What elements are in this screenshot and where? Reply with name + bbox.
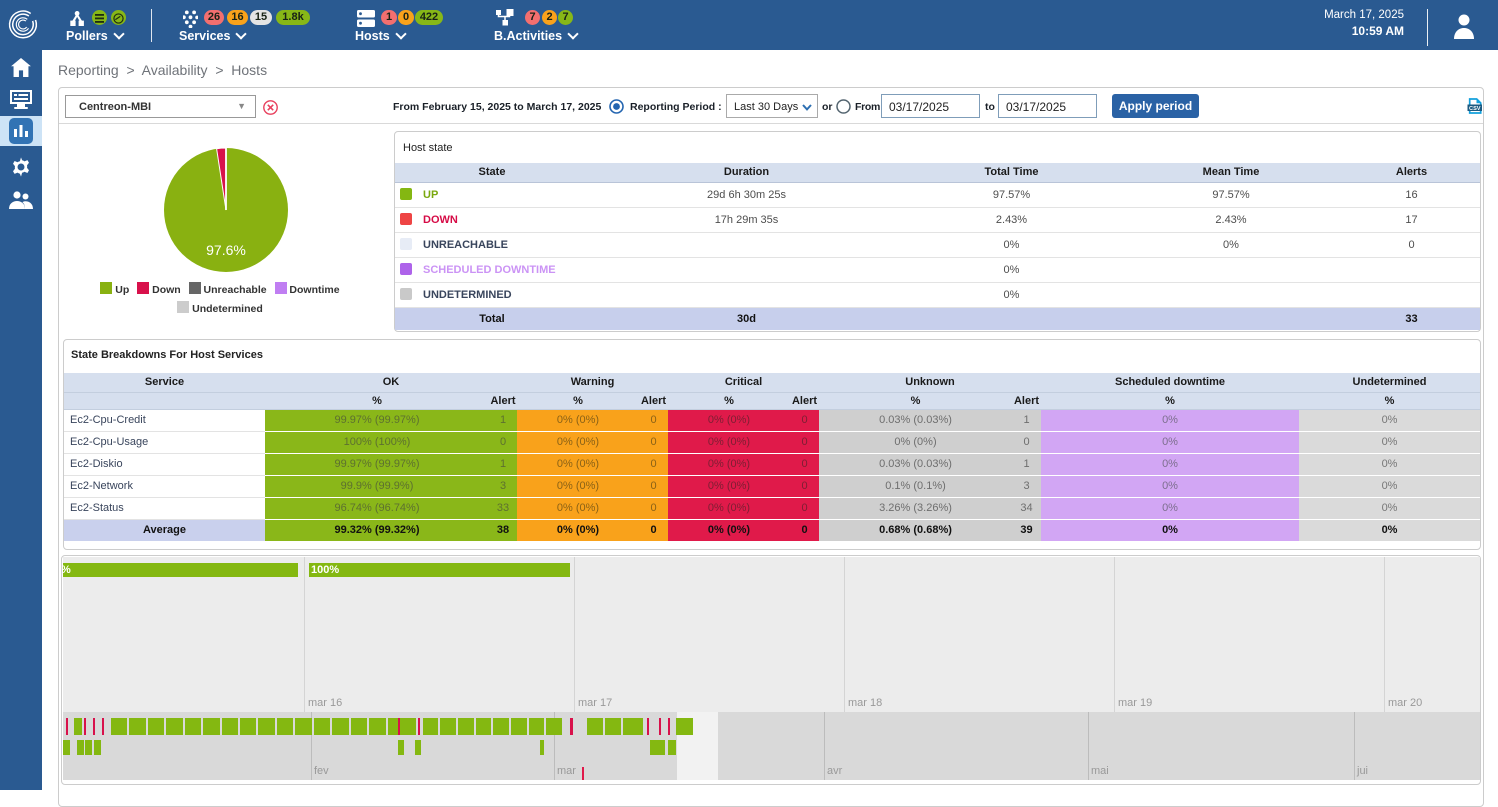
svg-text:97.6%: 97.6% [206,242,246,258]
svg-text:CSV: CSV [1469,106,1481,112]
